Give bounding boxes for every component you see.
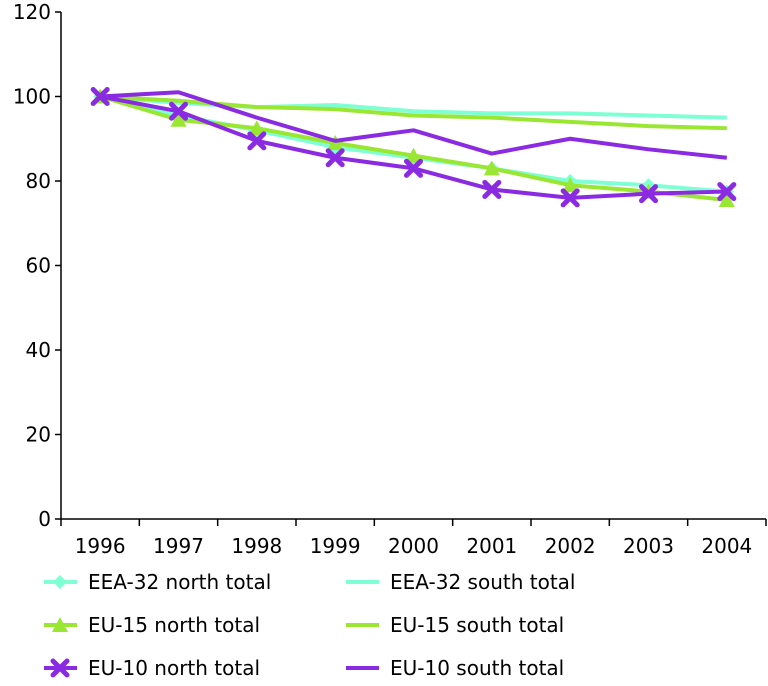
data-point-eu-10-north-total <box>90 87 110 106</box>
data-point-eu-15-north-total <box>562 177 579 193</box>
x-marker-stroke <box>50 658 70 678</box>
x-marker-stroke <box>404 158 423 178</box>
x-marker-stroke <box>90 87 110 106</box>
y-tick-label: 80 <box>26 169 51 193</box>
x-tick-label: 1997 <box>153 534 204 558</box>
x-tick-label: 2003 <box>623 534 674 558</box>
data-point-eu-10-north-total <box>639 184 658 204</box>
legend-marker <box>50 658 70 678</box>
x-tick-label: 2001 <box>466 534 517 558</box>
series-line-eu-15-south-total <box>100 94 727 131</box>
x-tick-label: 2004 <box>701 534 752 558</box>
legend-label: EU-10 south total <box>390 656 564 680</box>
legend-label: EEA-32 south total <box>390 570 575 594</box>
data-point-eu-10-north-total <box>169 101 188 121</box>
legend-item-eu-15-south-total: EU-15 south total <box>346 613 564 637</box>
x-tick-label: 2000 <box>388 534 439 558</box>
y-tick-label: 60 <box>26 254 51 278</box>
legend-item-eea-32-south-total: EEA-32 south total <box>346 570 575 594</box>
legend-label: EU-15 north total <box>88 613 260 637</box>
x-tick-label: 1999 <box>310 534 361 558</box>
data-point-eu-10-north-total <box>325 148 345 168</box>
x-tick-label: 1996 <box>75 534 126 558</box>
legend-item-eu-10-north-total: EU-10 north total <box>44 656 260 680</box>
legend-marker <box>52 617 68 632</box>
series-line-eu-10-south-total <box>100 90 728 160</box>
data-point-eu-10-north-total <box>247 131 267 151</box>
x-marker-stroke <box>639 184 658 204</box>
data-point-eu-10-north-total <box>560 188 580 208</box>
legend-item-eu-15-north-total: EU-15 north total <box>44 613 260 637</box>
data-point-eu-10-north-total <box>404 158 423 178</box>
legend-marker <box>53 575 67 589</box>
x-tick-label: 1998 <box>231 534 282 558</box>
legend-label: EEA-32 north total <box>88 570 271 594</box>
chart-legend: EEA-32 north total EEA-32 south total EU-1… <box>44 570 575 680</box>
chart-series <box>90 87 737 208</box>
data-point-eu-15-north-total <box>483 160 500 176</box>
x-marker-stroke <box>247 131 267 151</box>
x-marker-stroke <box>717 182 737 202</box>
x-marker-stroke <box>169 101 188 121</box>
y-tick-label: 20 <box>26 423 51 447</box>
data-point-eu-15-north-total <box>405 147 422 163</box>
x-marker-stroke <box>560 188 580 208</box>
legend-item-eu-10-south-total: EU-10 south total <box>346 656 564 680</box>
y-tick-label: 40 <box>26 338 51 362</box>
y-tick-label: 0 <box>38 507 51 531</box>
legend-item-eea-32-north-total: EEA-32 north total <box>44 570 271 594</box>
x-marker-stroke <box>325 148 345 168</box>
x-marker-stroke <box>482 179 502 199</box>
x-tick-label: 2002 <box>545 534 596 558</box>
data-point-eu-15-north-total <box>718 192 735 208</box>
y-tick-label: 120 <box>13 0 51 24</box>
data-point-eu-15-north-total <box>170 111 187 127</box>
y-tick-label: 100 <box>13 85 51 109</box>
legend-label: EU-10 north total <box>88 656 260 680</box>
legend-label: EU-15 south total <box>390 613 564 637</box>
data-point-eu-10-north-total <box>717 182 737 202</box>
data-point-eu-10-north-total <box>482 179 502 199</box>
data-point-eu-15-north-total <box>248 120 265 136</box>
chart-axes: 0 20 40 60 80 100 120 1996 1997 1998 1999 2000 2001 2… <box>13 0 767 558</box>
